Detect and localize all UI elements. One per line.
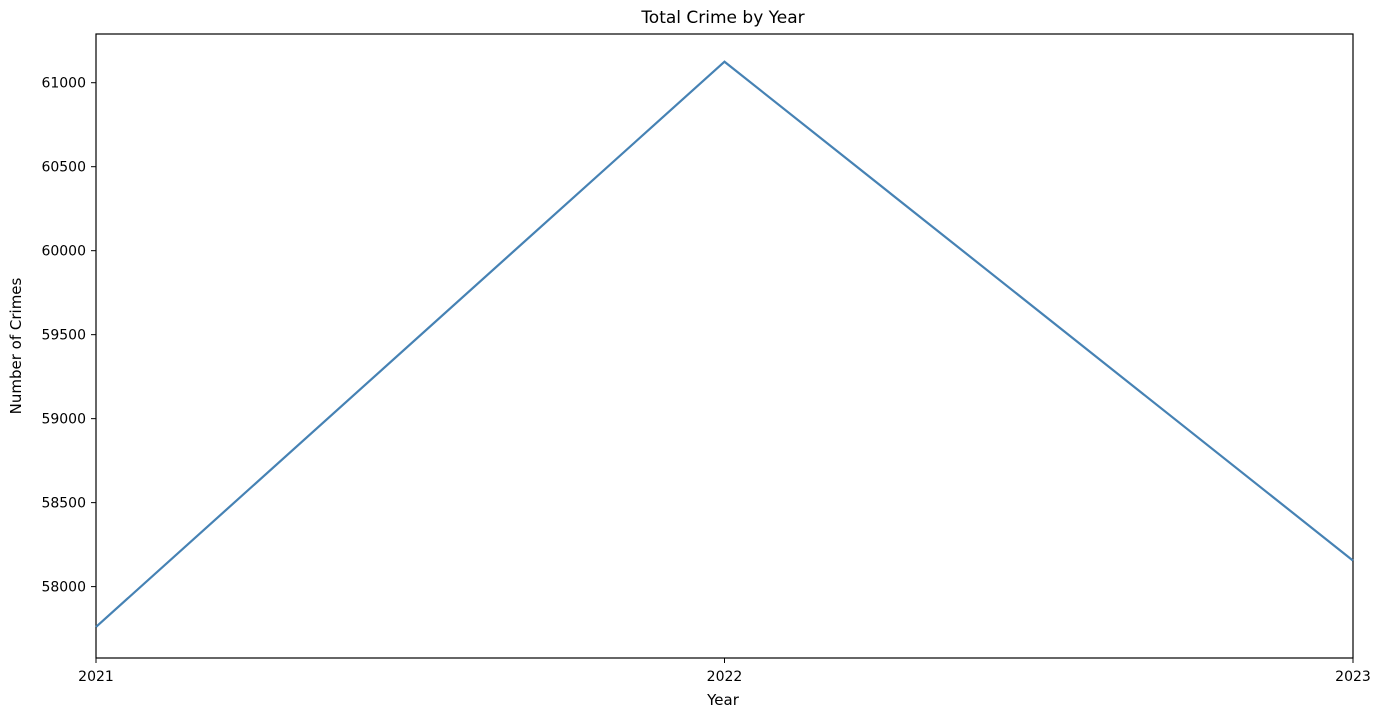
chart-title: Total Crime by Year bbox=[640, 8, 804, 28]
y-tick-label: 58500 bbox=[41, 496, 86, 512]
series-line bbox=[95, 60, 1354, 628]
y-tick-label: 60500 bbox=[41, 160, 86, 176]
y-axis: 58000 58500 59000 59500 60000 60500 61000 bbox=[41, 76, 96, 596]
y-axis-label: Number of Crimes bbox=[7, 277, 25, 414]
y-tick-label: 60000 bbox=[41, 244, 86, 260]
x-tick-label: 2023 bbox=[1335, 669, 1371, 685]
y-tick-label: 58000 bbox=[41, 580, 86, 596]
x-tick-label: 2021 bbox=[78, 669, 114, 685]
y-tick-label: 59000 bbox=[41, 412, 86, 428]
y-tick-label: 59500 bbox=[41, 328, 86, 344]
plot-frame bbox=[95, 33, 1354, 659]
x-tick-label: 2022 bbox=[707, 669, 743, 685]
x-axis-label: Year bbox=[706, 691, 740, 709]
y-tick-label: 61000 bbox=[41, 76, 86, 92]
x-axis: 2021 2022 2023 bbox=[78, 658, 1371, 685]
